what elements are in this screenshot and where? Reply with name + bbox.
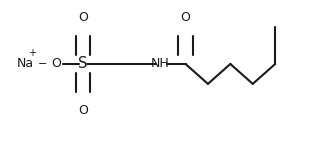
Text: NH: NH — [151, 57, 169, 70]
Text: −: − — [38, 59, 47, 69]
Text: O: O — [78, 104, 88, 117]
Text: +: + — [28, 48, 36, 58]
Text: S: S — [78, 56, 88, 71]
Text: O: O — [51, 57, 61, 70]
Text: O: O — [181, 11, 191, 24]
Text: O: O — [78, 11, 88, 24]
Text: Na: Na — [17, 57, 34, 70]
